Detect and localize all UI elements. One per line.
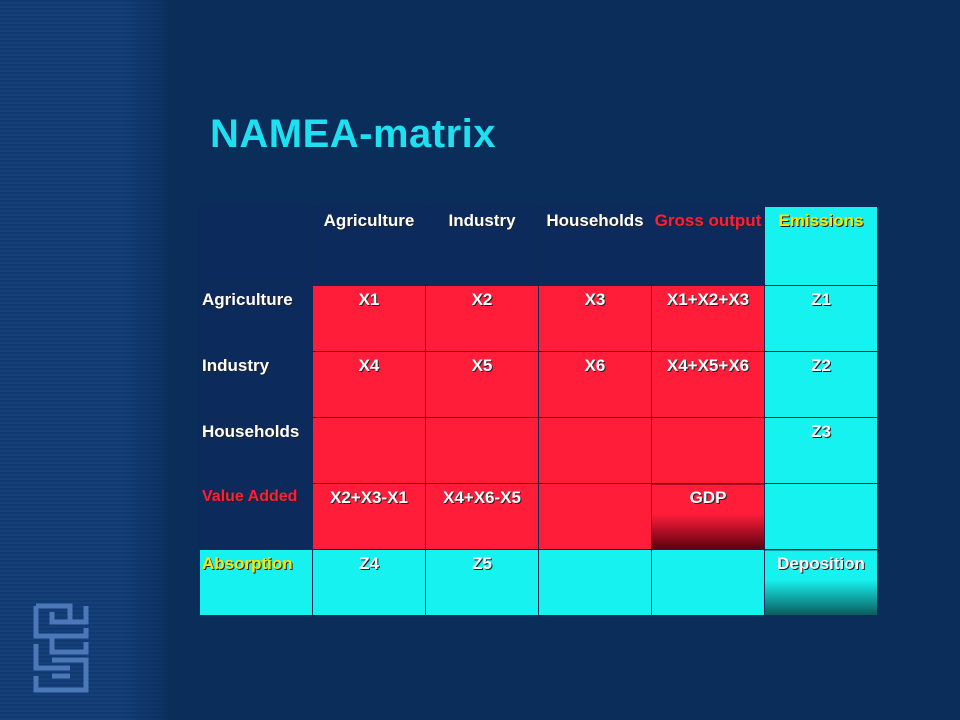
row-label-absorption: Absorption — [199, 549, 313, 616]
table-row: Value Added X2+X3-X1 X4+X6-X5 GDP — [199, 483, 878, 550]
namea-matrix-table: Agriculture Industry Households Gross ou… — [199, 206, 878, 616]
table-header-row: Agriculture Industry Households Gross ou… — [199, 206, 878, 286]
cell-empty — [764, 483, 878, 550]
slide-title: NAMEA-matrix — [210, 112, 497, 156]
cell-empty — [651, 417, 765, 484]
header-households: Households — [538, 206, 652, 286]
cell-empty — [538, 417, 652, 484]
cell-x4: X4 — [312, 351, 426, 418]
cell-empty — [538, 483, 652, 550]
side-panel-fade — [120, 0, 180, 720]
cell-x6: X6 — [538, 351, 652, 418]
cell-empty — [538, 549, 652, 616]
header-emissions: Emissions — [764, 206, 878, 286]
cell-gdp: GDP — [651, 483, 765, 550]
cell-value-added-industry: X4+X6-X5 — [425, 483, 539, 550]
cell-z4: Z4 — [312, 549, 426, 616]
header-industry: Industry — [425, 206, 539, 286]
table-row: Agriculture X1 X2 X3 X1+X2+X3 Z1 — [199, 285, 878, 352]
cell-value-added-agriculture: X2+X3-X1 — [312, 483, 426, 550]
row-label-households: Households — [199, 417, 313, 484]
row-label-value-added: Value Added — [199, 483, 313, 550]
cell-deposition: Deposition — [764, 549, 878, 616]
cell-z1: Z1 — [764, 285, 878, 352]
cell-x3: X3 — [538, 285, 652, 352]
row-label-agriculture: Agriculture — [199, 285, 313, 352]
cell-empty — [651, 549, 765, 616]
cell-x5: X5 — [425, 351, 539, 418]
table-row: Absorption Z4 Z5 Deposition — [199, 549, 878, 616]
header-gross-output: Gross output — [651, 206, 765, 286]
header-corner-cell — [199, 206, 313, 286]
cell-gross-output-agriculture: X1+X2+X3 — [651, 285, 765, 352]
cell-empty — [425, 417, 539, 484]
cell-gross-output-industry: X4+X5+X6 — [651, 351, 765, 418]
header-agriculture: Agriculture — [312, 206, 426, 286]
cell-z2: Z2 — [764, 351, 878, 418]
cell-x2: X2 — [425, 285, 539, 352]
cell-empty — [312, 417, 426, 484]
cbs-logo-icon — [33, 603, 89, 693]
cell-x1: X1 — [312, 285, 426, 352]
table-row: Industry X4 X5 X6 X4+X5+X6 Z2 — [199, 351, 878, 418]
cell-z5: Z5 — [425, 549, 539, 616]
table-row: Households Z3 — [199, 417, 878, 484]
row-label-industry: Industry — [199, 351, 313, 418]
cell-z3: Z3 — [764, 417, 878, 484]
